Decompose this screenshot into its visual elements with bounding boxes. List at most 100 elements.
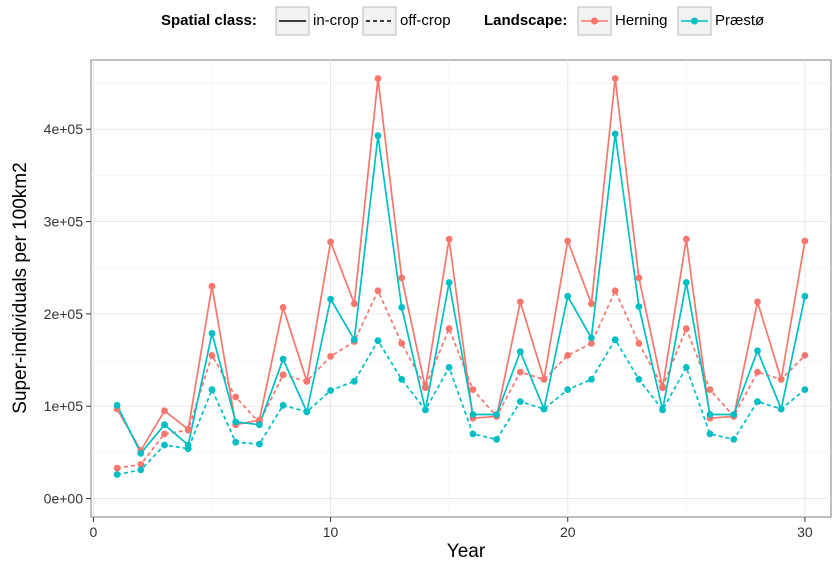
data-point-herning-in-crop bbox=[801, 237, 809, 245]
y-tick-label: 0e+00 bbox=[44, 491, 84, 507]
data-point-praesto-in-crop bbox=[256, 421, 263, 429]
data-point-herning-in-crop bbox=[588, 300, 595, 308]
data-point-praesto-off-crop bbox=[777, 405, 785, 413]
data-point-herning-off-crop bbox=[113, 464, 121, 472]
data-point-herning-off-crop bbox=[398, 340, 406, 347]
series-line-praesto-in-crop bbox=[116, 133, 806, 455]
data-point-herning-off-crop bbox=[303, 377, 311, 385]
data-point-herning-in-crop bbox=[682, 235, 690, 243]
data-point-herning-off-crop bbox=[777, 376, 785, 383]
data-point-praesto-off-crop bbox=[659, 406, 666, 414]
data-point-herning-off-crop bbox=[588, 340, 595, 347]
data-point-praesto-off-crop bbox=[564, 386, 572, 393]
data-point-praesto-off-crop bbox=[137, 466, 145, 474]
data-point-praesto-in-crop bbox=[493, 411, 500, 418]
data-point-praesto-off-crop bbox=[730, 436, 738, 443]
data-point-praesto-in-crop bbox=[137, 449, 145, 457]
x-axis: 0 10 20 30 bbox=[89, 517, 813, 540]
data-point-herning-off-crop bbox=[635, 340, 643, 347]
series-layer bbox=[116, 77, 806, 476]
data-point-herning-in-crop bbox=[516, 298, 524, 306]
data-point-herning-off-crop bbox=[327, 353, 334, 360]
data-point-herning-in-crop bbox=[398, 274, 406, 282]
data-point-praesto-off-crop bbox=[469, 430, 477, 438]
data-point-herning-off-crop bbox=[374, 287, 382, 295]
data-point-praesto-off-crop bbox=[635, 376, 643, 383]
data-point-praesto-in-crop bbox=[588, 334, 595, 342]
data-point-praesto-in-crop bbox=[635, 303, 643, 310]
data-point-praesto-off-crop bbox=[303, 408, 311, 416]
data-point-herning-off-crop bbox=[232, 393, 240, 401]
data-point-praesto-off-crop bbox=[113, 471, 121, 478]
data-point-herning-in-crop bbox=[611, 75, 619, 82]
data-point-herning-off-crop bbox=[161, 430, 168, 438]
data-point-praesto-off-crop bbox=[754, 398, 761, 405]
data-point-praesto-in-crop bbox=[801, 292, 809, 300]
legend-linetype-title: Spatial class: bbox=[161, 12, 257, 29]
data-point-herning-in-crop bbox=[350, 300, 358, 308]
legend-label-praesto: Præstø bbox=[715, 12, 764, 29]
data-point-praesto-off-crop bbox=[279, 401, 287, 409]
data-point-herning-off-crop bbox=[682, 325, 690, 333]
data-point-herning-off-crop bbox=[469, 386, 477, 393]
data-point-praesto-off-crop bbox=[445, 364, 453, 371]
data-point-herning-in-crop bbox=[564, 237, 572, 245]
data-point-praesto-in-crop bbox=[516, 348, 524, 356]
y-axis: 0e+00 1e+05 2e+05 3e+05 4e+05 bbox=[44, 121, 91, 507]
data-point-herning-in-crop bbox=[279, 304, 287, 311]
data-point-praesto-in-crop bbox=[113, 401, 121, 409]
data-point-praesto-off-crop bbox=[516, 398, 524, 405]
data-point-herning-off-crop bbox=[564, 352, 572, 359]
data-point-herning-in-crop bbox=[374, 75, 382, 82]
data-point-praesto-in-crop bbox=[754, 347, 761, 355]
data-point-praesto-off-crop bbox=[398, 376, 406, 383]
data-point-praesto-off-crop bbox=[374, 337, 382, 345]
data-point-herning-off-crop bbox=[706, 386, 714, 393]
data-point-herning-in-crop bbox=[327, 238, 334, 246]
x-tick-label: 30 bbox=[797, 524, 813, 540]
grid-major bbox=[91, 60, 831, 517]
data-point-herning-in-crop bbox=[208, 282, 216, 290]
data-point-praesto-in-crop bbox=[327, 295, 334, 303]
data-point-praesto-in-crop bbox=[611, 130, 619, 138]
data-point-praesto-off-crop bbox=[350, 377, 358, 385]
x-tick-label: 20 bbox=[560, 524, 576, 540]
data-point-praesto-in-crop bbox=[469, 411, 477, 418]
data-point-praesto-off-crop bbox=[184, 445, 192, 453]
y-axis-title: Super-individuals per 100km2 bbox=[10, 162, 31, 413]
legend-key-praesto-point bbox=[691, 17, 698, 25]
data-point-praesto-off-crop bbox=[232, 438, 240, 446]
data-point-herning-in-crop bbox=[445, 235, 453, 243]
legend-key-herning-point bbox=[591, 17, 598, 25]
x-tick-label: 0 bbox=[89, 524, 97, 540]
data-point-herning-off-crop bbox=[279, 371, 287, 379]
data-point-praesto-off-crop bbox=[208, 386, 216, 393]
data-point-praesto-off-crop bbox=[588, 376, 595, 383]
legend-color-title: Landscape: bbox=[484, 12, 567, 29]
data-point-praesto-off-crop bbox=[611, 336, 619, 344]
points-layer bbox=[113, 75, 809, 478]
data-point-praesto-off-crop bbox=[327, 387, 334, 394]
data-point-praesto-in-crop bbox=[208, 329, 216, 337]
data-point-praesto-in-crop bbox=[374, 132, 382, 140]
legend: Spatial class: in-crop off-crop Landscap… bbox=[161, 6, 764, 36]
data-point-praesto-off-crop bbox=[493, 436, 500, 443]
data-point-praesto-off-crop bbox=[540, 405, 548, 413]
data-point-praesto-in-crop bbox=[398, 304, 406, 311]
data-point-praesto-in-crop bbox=[232, 418, 240, 426]
plot-panel bbox=[90, 59, 832, 518]
data-point-praesto-off-crop bbox=[801, 386, 809, 393]
data-point-herning-off-crop bbox=[659, 383, 666, 391]
legend-label-herning: Herning bbox=[615, 12, 668, 29]
series-line-herning-off-crop bbox=[116, 289, 806, 469]
data-point-herning-off-crop bbox=[422, 383, 429, 391]
data-point-praesto-in-crop bbox=[682, 279, 690, 286]
data-point-praesto-off-crop bbox=[256, 440, 263, 448]
series-line-praesto-off-crop bbox=[116, 338, 806, 476]
series-line-herning-in-crop bbox=[116, 77, 806, 452]
data-point-herning-off-crop bbox=[445, 325, 453, 333]
data-point-praesto-off-crop bbox=[161, 441, 168, 449]
data-point-herning-off-crop bbox=[611, 287, 619, 295]
data-point-praesto-in-crop bbox=[279, 355, 287, 363]
